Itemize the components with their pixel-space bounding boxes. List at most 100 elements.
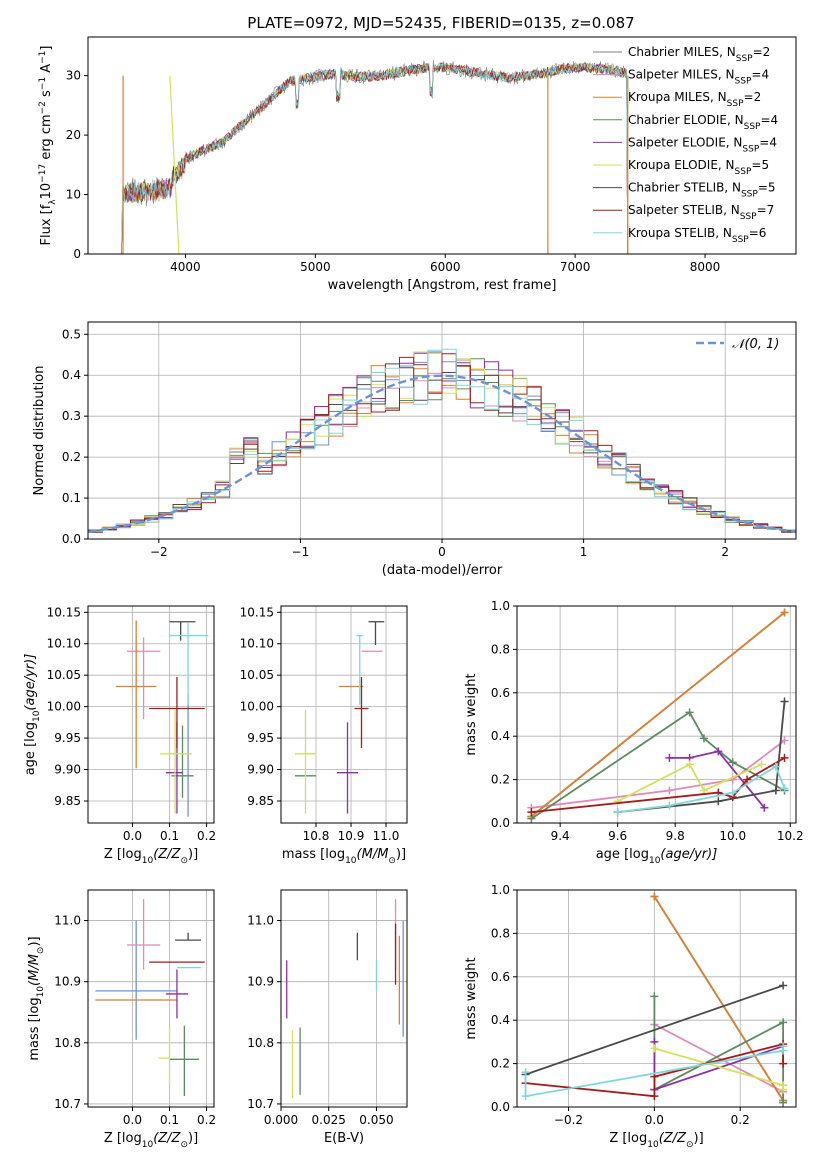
- weight-line: [653, 896, 784, 1101]
- weight-series: [527, 753, 789, 817]
- label-part: (M/M: [357, 847, 389, 862]
- label-part: ]: [39, 46, 54, 51]
- x-tick-label: 11.0: [373, 829, 400, 843]
- label-part: Salpeter MILES, N: [628, 68, 735, 82]
- label-part: Salpeter ELODIE, N: [628, 135, 742, 149]
- y-tick-label: 0.4: [491, 1013, 510, 1027]
- weight-series: [527, 736, 789, 812]
- weight-marker: [779, 1042, 788, 1051]
- label-part: −2: [38, 101, 48, 114]
- errorbar-point: [295, 709, 316, 814]
- y-tick-label: 10.7: [54, 1097, 81, 1111]
- label-part: ⊙: [180, 1140, 188, 1150]
- plot-area: [95, 899, 205, 1096]
- errorbar-point: [169, 1025, 200, 1096]
- y-tick-label: 10.05: [240, 668, 274, 682]
- y-axis-label: Normed distribution: [32, 366, 47, 496]
- weight-line: [669, 750, 766, 809]
- weight-marker: [779, 1098, 788, 1107]
- label-part: =4: [759, 135, 777, 149]
- y-tick-label: 10.10: [240, 637, 274, 651]
- y-tick-label: 0.1: [62, 491, 81, 505]
- normal-curve: [88, 374, 796, 533]
- label-part: 10: [39, 183, 54, 200]
- weight-marker: [521, 1092, 530, 1101]
- x-tick-label: 0.1: [160, 1113, 179, 1127]
- label-part: 10: [142, 856, 154, 866]
- legend-entry: Chabrier MILES, NSSP=2: [628, 45, 770, 64]
- label-part: SSP: [736, 54, 753, 64]
- y-tick-label: 0.8: [491, 926, 510, 940]
- errorbar-point: [368, 621, 385, 645]
- y-tick-label: 11.0: [54, 914, 81, 928]
- legend-entry: Kroupa STELIB, NSSP=6: [628, 226, 766, 245]
- label-part: Z [log: [104, 1131, 142, 1146]
- label-part: SSP: [735, 167, 752, 177]
- spectrum-line: [120, 62, 630, 254]
- weight-series: [613, 760, 766, 806]
- x-tick-label: 8000: [690, 260, 721, 274]
- errorbar-point: [356, 634, 364, 705]
- label-part: ⊙: [686, 1140, 694, 1150]
- label-part: mass [log: [27, 997, 42, 1060]
- axes-frame: [87, 889, 215, 1108]
- label-part: (M/M: [27, 954, 42, 986]
- spectrum-line: [120, 62, 630, 254]
- label-part: =5: [751, 158, 769, 172]
- weight-series: [521, 1042, 788, 1101]
- y-tick-label: 9.90: [247, 763, 274, 777]
- spectrum-spike: [169, 75, 180, 254]
- grid: [517, 889, 796, 1108]
- label-part: mass [log: [282, 847, 345, 862]
- errorbar-point: [160, 709, 192, 814]
- y-tick-label: 9.95: [247, 731, 274, 745]
- weight-marker: [650, 1092, 659, 1101]
- errorbar-point: [169, 622, 209, 705]
- weight-line: [530, 611, 786, 818]
- errorbar-point: [165, 722, 183, 814]
- label-part: ⊙: [180, 856, 188, 866]
- label-part: −17: [38, 164, 48, 183]
- label-part: SSP: [732, 235, 749, 245]
- legend-entry: Chabrier ELODIE, NSSP=4: [628, 113, 778, 132]
- label-part: age [log: [23, 722, 38, 775]
- weight-marker: [779, 981, 788, 990]
- y-tick-label: 10.9: [247, 975, 274, 989]
- y-tick-label: 0.2: [491, 1057, 510, 1071]
- y-tick-label: 0: [73, 247, 81, 261]
- y-axis-label: mass weight: [464, 957, 479, 1039]
- y-tick-label: 10.00: [240, 700, 274, 714]
- label-part: 10: [142, 1140, 154, 1150]
- weight-series: [527, 708, 789, 823]
- y-axis-label: mass weight: [464, 673, 479, 755]
- label-part: SSP: [727, 99, 744, 109]
- weight-marker: [685, 760, 694, 769]
- axes-frame: [516, 889, 797, 1108]
- x-tick-label: 9.4: [551, 829, 570, 843]
- x-axis-label: age [log10(age/yr)]: [596, 847, 718, 866]
- weight-marker: [779, 1059, 788, 1068]
- label-part: =2: [744, 90, 762, 104]
- label-part: ⊙: [36, 947, 46, 955]
- label-part: 10: [36, 986, 46, 998]
- figure-title: PLATE=0972, MJD=52435, FIBERID=0135, z=0…: [247, 14, 634, 32]
- label-part: mass weight: [464, 957, 479, 1039]
- weight-series: [650, 1037, 788, 1094]
- x-tick-label: −1: [292, 545, 310, 559]
- x-tick-label: 10.9: [338, 829, 365, 843]
- x-tick-label: 1: [580, 545, 588, 559]
- y-tick-label: 0.0: [491, 1100, 510, 1114]
- weight-line: [653, 1023, 784, 1093]
- y-tick-label: 0.2: [491, 773, 510, 787]
- plot-area: [286, 899, 404, 1098]
- label-part: ⊙: [388, 856, 396, 866]
- axes-frame: [280, 889, 408, 1108]
- label-part: )]: [188, 1131, 198, 1146]
- x-tick-label: 10.2: [777, 829, 804, 843]
- x-tick-label: 0.0: [645, 1113, 664, 1127]
- label-part: )]: [694, 1131, 704, 1146]
- label-part: (age/yr)]: [23, 654, 38, 711]
- label-part: SSP: [744, 122, 761, 132]
